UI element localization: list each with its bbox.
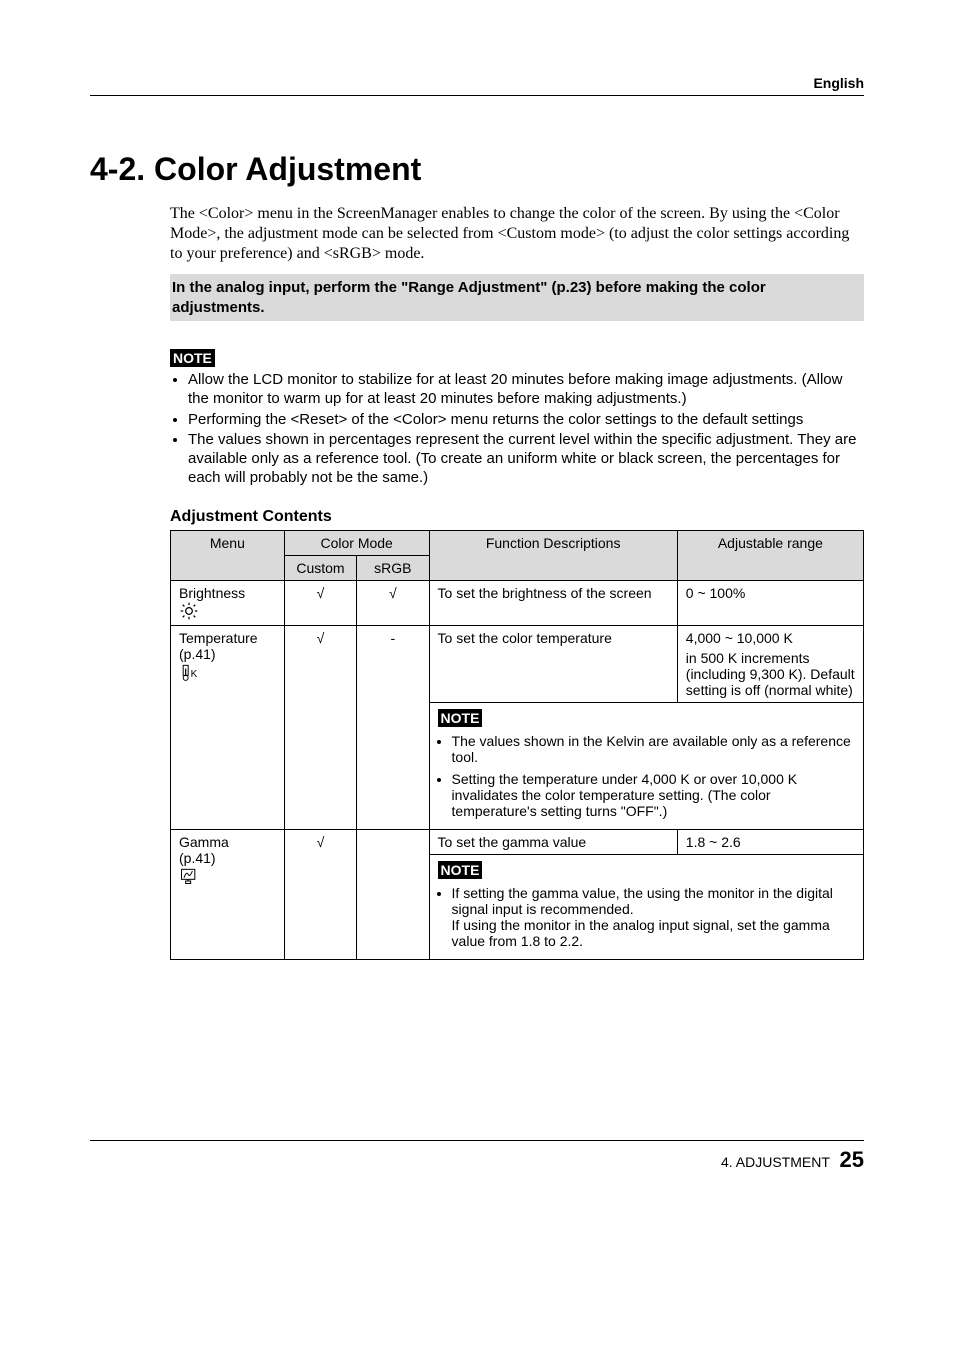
note-item: Setting the temperature under 4,000 K or…	[452, 771, 855, 819]
note-item: Performing the <Reset> of the <Color> me…	[188, 411, 864, 430]
adjustment-table: Menu Color Mode Function Descriptions Ad…	[170, 530, 864, 960]
table-header-row: Menu Color Mode Function Descriptions Ad…	[171, 530, 864, 555]
cell-note-span: NOTE If setting the gamma value, the usi…	[429, 854, 863, 959]
cell-srgb: √	[357, 580, 429, 625]
header-function: Function Descriptions	[429, 530, 677, 580]
cell-menu: Gamma (p.41)	[171, 829, 285, 959]
note-label: NOTE	[438, 709, 483, 727]
language-label: English	[90, 75, 864, 96]
svg-text:K: K	[191, 669, 198, 680]
header-color-mode: Color Mode	[284, 530, 429, 555]
cell-description: To set the brightness of the screen	[429, 580, 677, 625]
row-ref: (p.41)	[179, 646, 216, 662]
notes-block: NOTE Allow the LCD monitor to stabilize …	[170, 349, 864, 488]
cell-custom: √	[284, 625, 356, 829]
intro-paragraph: The <Color> menu in the ScreenManager en…	[170, 204, 864, 264]
analog-input-note: In the analog input, perform the "Range …	[170, 274, 864, 321]
header-range: Adjustable range	[677, 530, 863, 580]
header-custom: Custom	[284, 555, 356, 580]
range-line1: 4,000 ~ 10,000 K	[686, 630, 793, 646]
table-row-brightness: Brightness √ √ To set the brightness of …	[171, 580, 864, 625]
note-label: NOTE	[170, 349, 215, 367]
row-name: Temperature	[179, 630, 258, 646]
content-body: The <Color> menu in the ScreenManager en…	[170, 204, 864, 960]
footer-section: 4. ADJUSTMENT	[721, 1154, 830, 1170]
note-item: If setting the gamma value, the using th…	[452, 885, 855, 949]
notes-list: Allow the LCD monitor to stabilize for a…	[170, 371, 864, 488]
note-item: Allow the LCD monitor to stabilize for a…	[188, 371, 864, 409]
page-footer: 4. ADJUSTMENT 25	[90, 1140, 864, 1173]
gamma-note-line1: If setting the gamma value, the using th…	[452, 885, 833, 917]
cell-range: 1.8 ~ 2.6	[677, 829, 863, 854]
page-container: English 4-2. Color Adjustment The <Color…	[0, 0, 954, 1233]
note-label: NOTE	[438, 861, 483, 879]
cell-menu: Brightness	[171, 580, 285, 625]
cell-description: To set the color temperature	[429, 625, 677, 702]
range-line2: in 500 K increments (including 9,300 K).…	[686, 650, 855, 698]
footer-page-number: 25	[840, 1147, 864, 1172]
temperature-notes-list: The values shown in the Kelvin are avail…	[438, 733, 855, 819]
brightness-icon	[179, 601, 199, 621]
adjustment-contents-title: Adjustment Contents	[170, 508, 864, 526]
header-srgb: sRGB	[357, 555, 429, 580]
gamma-note-line2: If using the monitor in the analog input…	[452, 917, 830, 949]
row-name: Gamma	[179, 834, 229, 850]
cell-srgb	[357, 829, 429, 959]
cell-note-span: NOTE The values shown in the Kelvin are …	[429, 702, 863, 829]
note-item: The values shown in the Kelvin are avail…	[452, 733, 855, 765]
row-name: Brightness	[179, 585, 245, 601]
gamma-notes-list: If setting the gamma value, the using th…	[438, 885, 855, 949]
page-title: 4-2. Color Adjustment	[90, 151, 864, 188]
table-row-temperature: Temperature (p.41) K √ - To set the colo…	[171, 625, 864, 702]
cell-range: 0 ~ 100%	[677, 580, 863, 625]
cell-custom: √	[284, 580, 356, 625]
row-ref: (p.41)	[179, 850, 216, 866]
cell-custom: √	[284, 829, 356, 959]
cell-menu: Temperature (p.41) K	[171, 625, 285, 829]
table-row-gamma: Gamma (p.41) √ To set the gamma value 1.…	[171, 829, 864, 854]
temperature-icon: K	[179, 662, 199, 682]
cell-srgb: -	[357, 625, 429, 829]
cell-range: 4,000 ~ 10,000 K in 500 K increments (in…	[677, 625, 863, 702]
note-item: The values shown in percentages represen…	[188, 431, 864, 487]
gamma-icon	[179, 866, 199, 886]
cell-description: To set the gamma value	[429, 829, 677, 854]
header-menu: Menu	[171, 530, 285, 580]
